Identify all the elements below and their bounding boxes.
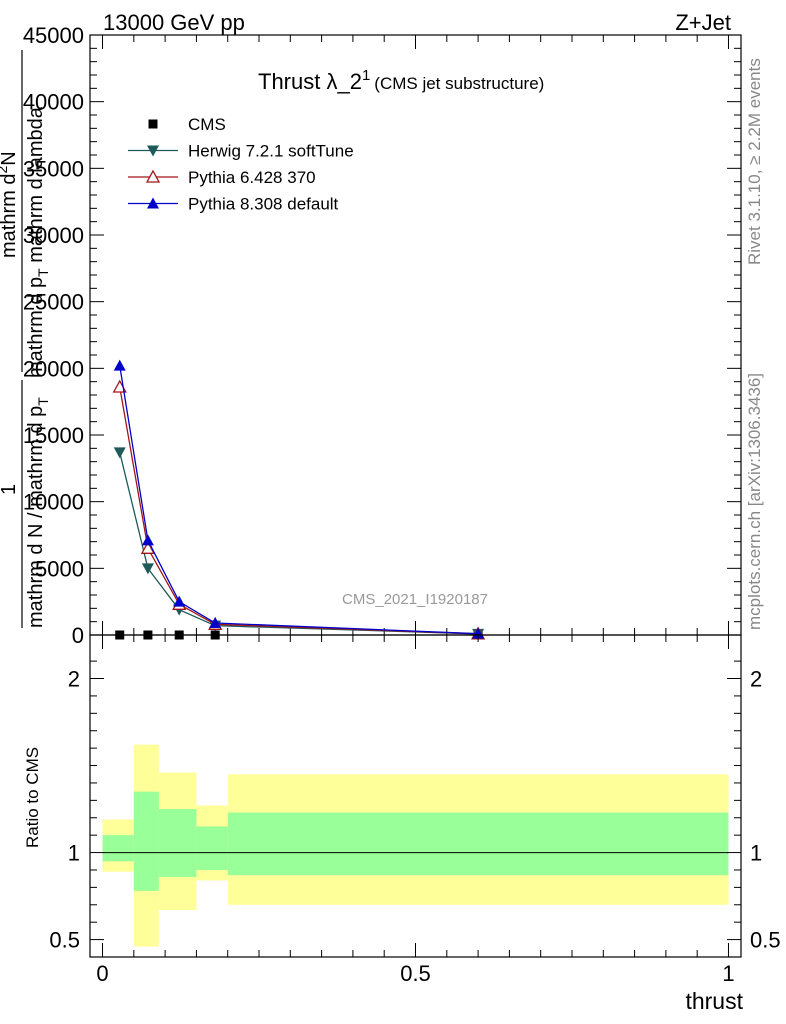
ratio-inner-band <box>227 812 729 876</box>
ylabel-numerator: mathrm d2N <box>0 151 20 258</box>
data-point <box>141 563 154 575</box>
main-y-tick-label: 30000 <box>23 223 84 248</box>
ratio-bands <box>102 744 729 947</box>
legend-marker <box>148 119 158 129</box>
ratio-y-tick-label: 2 <box>68 667 80 692</box>
legend-marker <box>147 197 159 209</box>
ratio-y-axis-label: Ratio to CMS <box>23 747 42 848</box>
mcplots-label: mcplots.cern.ch [arXiv:1306.3436] <box>745 373 764 630</box>
legend-marker <box>145 169 161 183</box>
legend-item: CMS <box>148 115 226 134</box>
ratio-y-tick-label: 0.5 <box>49 928 80 953</box>
main-series-group <box>112 359 486 640</box>
legend-marker <box>147 145 159 157</box>
legend-item: Herwig 7.2.1 softTune <box>128 142 354 161</box>
rivet-version-label: Rivet 3.1.10, ≥ 2.2M events <box>745 58 764 265</box>
data-point <box>209 617 222 628</box>
ratio-axis-ticks: 0 0.5 1 0.5 0.5 1 1 2 2 <box>49 635 781 986</box>
main-y-tick-label: 15000 <box>23 423 84 448</box>
ratio-inner-band <box>102 835 134 862</box>
header-energy-label: 13000 GeV pp <box>103 10 245 35</box>
ratio-y-tick-label-right: 1 <box>750 841 762 866</box>
ratio-panel: 0 0.5 1 0.5 0.5 1 1 2 2 Ratio to CMS thrust <box>23 634 781 1014</box>
main-y-tick-label: 40000 <box>23 90 84 115</box>
main-axis-ticks: 0 5000 10000 15000 20000 25000 30000 35000 40000… <box>23 23 741 648</box>
legend-label: CMS <box>188 115 226 134</box>
ratio-y-tick-label-right: 2 <box>750 667 762 692</box>
ratio-y-tick-label: 1 <box>68 841 80 866</box>
main-panel: 0 5000 10000 15000 20000 25000 30000 35000 40000… <box>0 23 742 648</box>
x-axis-label: thrust <box>685 988 743 1014</box>
legend-item: Pythia 8.308 default <box>128 195 339 214</box>
main-y-tick-label: 45000 <box>23 23 84 48</box>
main-y-axis-label: mathrm d2N mathrm d pT mathrm d lambda 1… <box>0 50 51 628</box>
header-process-label: Z+Jet <box>675 10 731 35</box>
legend-label: Pythia 8.308 default <box>188 195 339 214</box>
ratio-inner-band <box>158 809 197 877</box>
data-point <box>173 595 186 607</box>
data-point <box>141 534 154 546</box>
main-y-tick-label: 25000 <box>23 290 84 315</box>
ratio-frame <box>89 634 742 958</box>
main-y-tick-label: 35000 <box>23 156 84 181</box>
legend: CMS Herwig 7.2.1 softTune Pythia 6.428 370… <box>128 115 354 214</box>
ylabel-dn-dpt: mathrm d N / mathrm d pT <box>25 397 51 628</box>
data-point <box>113 359 126 371</box>
ratio-inner-band <box>133 791 159 891</box>
legend-label: Pythia 6.428 370 <box>188 168 316 187</box>
ratio-x-tick-label: 0.5 <box>400 961 431 986</box>
series-1 <box>113 447 485 640</box>
series-3 <box>113 359 485 639</box>
ylabel-denominator: mathrm d pT mathrm d lambda <box>25 106 51 378</box>
watermark-label: CMS_2021_I1920187 <box>342 591 488 608</box>
main-y-tick-label: 20000 <box>23 356 84 381</box>
ratio-y-tick-label-right: 0.5 <box>750 928 781 953</box>
main-y-tick-label: 10000 <box>23 490 84 515</box>
legend-item: Pythia 6.428 370 <box>128 168 316 187</box>
data-point <box>472 627 485 639</box>
legend-label: Herwig 7.2.1 softTune <box>188 142 354 161</box>
ylabel-one: 1 <box>0 484 20 495</box>
ratio-x-tick-label: 1 <box>722 961 734 986</box>
main-y-tick-label: 5000 <box>35 556 84 581</box>
main-title: Thrust λ_21 (CMS jet substructure) <box>258 67 544 94</box>
main-y-tick-label: 0 <box>72 623 84 648</box>
data-point <box>113 447 126 459</box>
ratio-x-tick-label: 0 <box>96 961 108 986</box>
data-point <box>140 540 155 554</box>
ratio-inner-band <box>196 826 228 870</box>
